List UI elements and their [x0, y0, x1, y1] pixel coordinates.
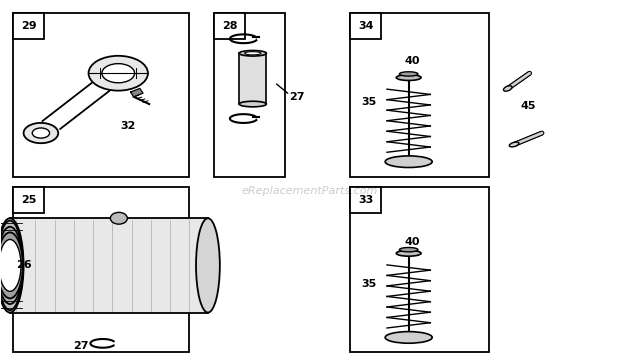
Bar — [350, 187, 381, 213]
Text: 33: 33 — [358, 195, 373, 205]
Ellipse shape — [399, 248, 418, 252]
Ellipse shape — [0, 218, 24, 313]
Bar — [10, 218, 208, 313]
Ellipse shape — [396, 75, 421, 80]
Ellipse shape — [503, 86, 512, 91]
Bar — [214, 13, 285, 177]
Ellipse shape — [110, 212, 127, 224]
Ellipse shape — [245, 52, 261, 55]
Ellipse shape — [0, 232, 23, 298]
Circle shape — [24, 123, 58, 143]
Ellipse shape — [0, 221, 23, 310]
Text: 35: 35 — [361, 97, 376, 107]
Bar — [13, 13, 189, 177]
Ellipse shape — [0, 227, 23, 304]
Text: 32: 32 — [120, 121, 135, 131]
Ellipse shape — [196, 218, 220, 313]
Text: eReplacementParts.com: eReplacementParts.com — [242, 186, 378, 196]
Text: 35: 35 — [361, 278, 376, 289]
Circle shape — [89, 56, 148, 91]
Ellipse shape — [399, 72, 418, 76]
Text: 40: 40 — [404, 237, 420, 247]
Ellipse shape — [396, 250, 421, 256]
Circle shape — [102, 64, 135, 83]
Bar — [214, 13, 245, 39]
Bar — [13, 187, 189, 352]
Text: 45: 45 — [521, 101, 536, 111]
Text: 25: 25 — [21, 195, 36, 205]
Text: 28: 28 — [222, 21, 237, 31]
Text: 27: 27 — [290, 92, 305, 102]
Text: 26: 26 — [16, 260, 32, 270]
Text: 34: 34 — [358, 21, 373, 31]
Ellipse shape — [509, 142, 519, 147]
Circle shape — [32, 128, 50, 138]
Text: 29: 29 — [20, 21, 37, 31]
Polygon shape — [131, 88, 143, 97]
Bar — [239, 53, 267, 104]
Bar — [13, 187, 44, 213]
Bar — [350, 187, 489, 352]
Text: 40: 40 — [404, 56, 420, 66]
Bar — [13, 13, 44, 39]
Bar — [350, 13, 381, 39]
Ellipse shape — [385, 332, 432, 343]
Ellipse shape — [0, 240, 21, 291]
Bar — [350, 13, 489, 177]
Ellipse shape — [239, 51, 267, 56]
Ellipse shape — [239, 101, 267, 107]
Text: 27: 27 — [73, 341, 89, 351]
Ellipse shape — [385, 156, 432, 167]
